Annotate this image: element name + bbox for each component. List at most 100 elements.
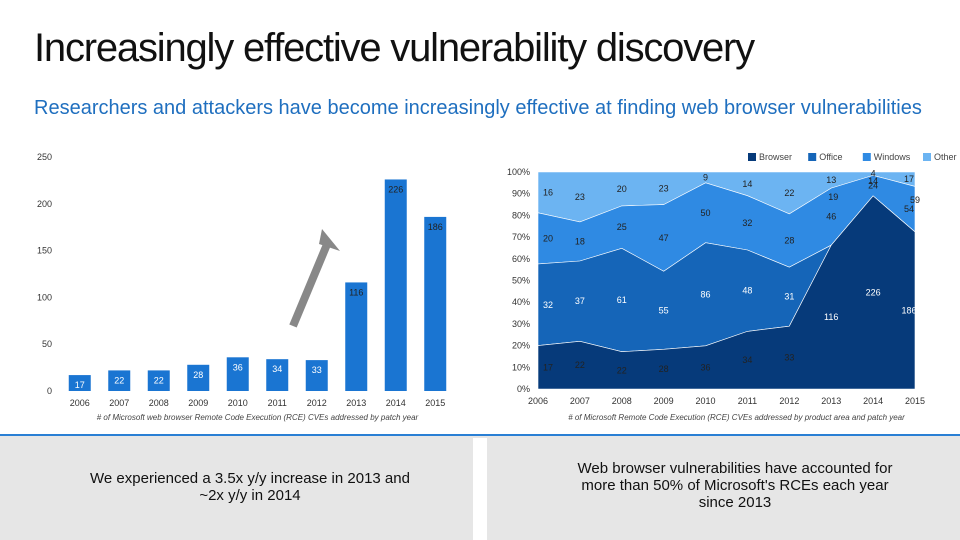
area-extra-label: 59 (910, 195, 920, 205)
area-value-label: 24 (868, 181, 878, 191)
notes-separator (473, 438, 487, 540)
area-value-label: 37 (575, 296, 585, 306)
bar-2015 (424, 216, 447, 391)
area-value-label: 28 (784, 236, 794, 246)
bar-value-label: 36 (233, 362, 243, 372)
area-value-label: 50 (701, 208, 711, 218)
y-tick-label: 250 (37, 152, 52, 162)
x-tick-label: 2010 (228, 398, 248, 408)
area-value-label: 47 (659, 233, 669, 243)
area-value-label: 23 (575, 192, 585, 202)
area-value-label: 22 (784, 188, 794, 198)
area-value-label: 32 (742, 218, 752, 228)
bar-value-label: 226 (388, 184, 403, 194)
bar-value-label: 28 (193, 370, 203, 380)
area-value-label: 36 (701, 362, 711, 372)
x-tick-label: 2014 (863, 396, 883, 406)
y-tick-label: 100 (37, 292, 52, 302)
area-value-label: 28 (659, 364, 669, 374)
area-value-label: 34 (742, 355, 752, 365)
slide-title: Increasingly effective vulnerability dis… (34, 26, 755, 70)
area-value-label: 46 (826, 212, 836, 222)
x-tick-label: 2015 (425, 398, 445, 408)
y-tick-label: 40% (512, 297, 530, 307)
y-tick-label: 20% (512, 341, 530, 351)
legend-label-office: Office (819, 152, 842, 162)
legend-swatch-windows (862, 153, 871, 161)
area-chart-caption: # of Microsoft Remote Code Execution (RC… (568, 413, 905, 422)
area-extra-label: 19 (828, 192, 838, 202)
bar-chart-caption: # of Microsoft web browser Remote Code E… (97, 413, 419, 422)
x-tick-label: 2015 (905, 396, 925, 406)
bar-value-label: 186 (428, 222, 443, 232)
area-value-label: 86 (701, 289, 711, 299)
legend-label-windows: Windows (874, 152, 911, 162)
note-left: We experienced a 3.5x y/y increase in 20… (90, 470, 410, 504)
y-tick-label: 10% (512, 362, 530, 372)
area-browser (537, 195, 916, 390)
x-tick-label: 2013 (346, 398, 366, 408)
area-value-label: 20 (617, 184, 627, 194)
x-tick-label: 2008 (149, 398, 169, 408)
x-tick-label: 2008 (612, 396, 632, 406)
area-value-label: 186 (901, 305, 916, 315)
area-value-label: 17 (904, 174, 914, 184)
bar-value-label: 17 (75, 380, 85, 390)
area-value-label: 55 (659, 305, 669, 315)
y-tick-label: 60% (512, 254, 530, 264)
x-tick-label: 2011 (268, 398, 287, 408)
bar-2009 (187, 364, 210, 391)
x-tick-label: 2006 (528, 396, 548, 406)
bar-value-label: 116 (349, 287, 363, 297)
bar-2014 (384, 179, 407, 391)
area-value-label: 25 (617, 222, 627, 232)
area-value-label: 226 (866, 287, 881, 297)
area-value-label: 32 (543, 300, 553, 310)
x-tick-label: 2013 (821, 396, 841, 406)
growth-arrow-head (319, 229, 340, 251)
area-value-label: 54 (904, 204, 914, 214)
bar-value-label: 22 (154, 375, 164, 385)
stacked-area-chart: 0% 10% 20% 30% 40% 50% 60% 70% 80% 90% 100% 17 22 22 2… (507, 152, 957, 422)
bar-2011 (266, 359, 289, 391)
x-tick-label: 2011 (738, 396, 757, 406)
y-tick-label: 80% (512, 210, 530, 220)
legend-swatch-browser (748, 153, 756, 161)
x-tick-label: 2012 (779, 396, 799, 406)
area-value-label: 61 (617, 295, 627, 305)
slide-subtitle: Researchers and attackers have become in… (34, 97, 922, 119)
charts-canvas: 0 50 100 150 200 250 17 2006 22 2007 22 2008 28 2009 3… (37, 152, 957, 422)
growth-arrow-shaft (289, 240, 332, 328)
area-value-label: 9 (703, 172, 708, 182)
y-tick-label: 150 (37, 246, 52, 256)
bar-2007 (108, 370, 131, 391)
legend-swatch-other (923, 153, 931, 161)
bar-value-label: 33 (312, 365, 322, 375)
note-right: Web browser vulnerabilities have account… (577, 460, 893, 511)
y-tick-label: 0 (47, 386, 52, 396)
area-value-label: 16 (543, 187, 553, 197)
area-value-label: 20 (543, 233, 553, 243)
area-value-label: 13 (826, 175, 836, 185)
legend-label-other: Other (934, 152, 957, 162)
area-value-label: 17 (543, 362, 553, 372)
y-tick-label: 0% (517, 384, 530, 394)
bar-2010 (226, 357, 249, 391)
bar-2008 (147, 370, 170, 391)
y-tick-label: 50% (512, 276, 530, 286)
area-value-label: 22 (575, 360, 585, 370)
x-tick-label: 2012 (307, 398, 327, 408)
bar-chart: 0 50 100 150 200 250 17 2006 22 2007 22 2008 28 2009 3… (37, 152, 447, 422)
y-tick-label: 50 (42, 339, 52, 349)
legend-swatch-office (808, 153, 817, 161)
y-tick-label: 30% (512, 319, 530, 329)
y-tick-label: 200 (37, 199, 52, 209)
area-value-label: 18 (575, 236, 585, 246)
x-tick-label: 2009 (654, 396, 674, 406)
x-tick-label: 2010 (696, 396, 716, 406)
area-value-label: 33 (784, 353, 794, 363)
area-value-label: 116 (824, 312, 838, 322)
x-tick-label: 2006 (70, 398, 90, 408)
y-tick-label: 70% (512, 232, 530, 242)
area-value-label: 31 (784, 292, 794, 302)
